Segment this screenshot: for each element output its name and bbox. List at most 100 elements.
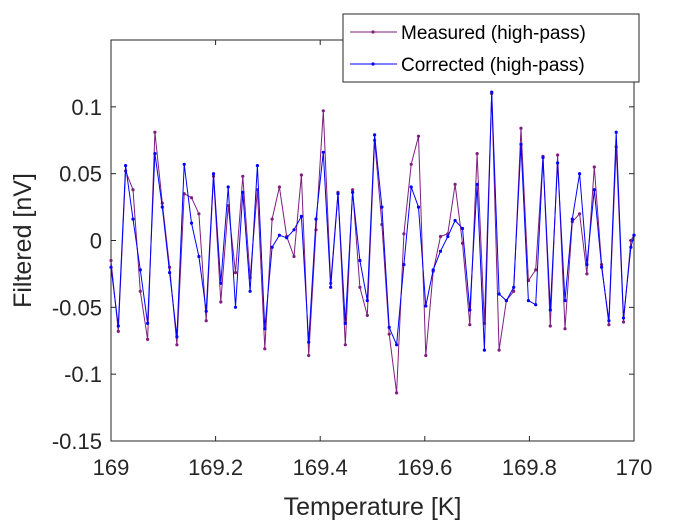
data-point-corrected [380, 205, 384, 209]
data-point-measured [395, 391, 399, 395]
data-point-corrected [621, 316, 626, 320]
plot-frame [110, 39, 635, 442]
data-point-corrected [519, 142, 523, 146]
y-tick-label: -0.05 [52, 295, 102, 320]
data-point-corrected [182, 162, 186, 166]
data-point-measured [592, 165, 596, 169]
legend-box [342, 13, 640, 83]
legend-entry-corrected: Corrected (high-pass) [401, 55, 585, 76]
data-point-corrected [241, 190, 245, 194]
data-point-corrected [307, 340, 311, 344]
data-point-measured [116, 329, 120, 333]
data-point-corrected [600, 265, 604, 269]
data-point-measured [548, 324, 552, 328]
data-point-corrected [255, 164, 259, 168]
data-point-measured [534, 268, 538, 272]
series-line-corrected [110, 91, 635, 351]
data-point-measured [578, 212, 582, 216]
data-point-corrected [578, 172, 582, 176]
data-point-corrected [277, 233, 281, 237]
data-point-corrected [270, 245, 274, 249]
data-point-corrected [109, 265, 113, 269]
data-point-corrected [146, 321, 150, 325]
y-tick-label: 0.05 [59, 162, 102, 187]
data-point-measured [453, 182, 457, 186]
data-point-measured [468, 323, 472, 327]
data-point-corrected [548, 308, 552, 312]
data-point-measured [109, 258, 113, 263]
legend: Measured (high-pass) Corrected (high-pas… [342, 13, 640, 83]
data-point-corrected [138, 268, 142, 272]
data-point-measured [563, 327, 567, 331]
data-point-measured [621, 320, 626, 324]
y-tick-label: 0 [90, 229, 102, 254]
data-point-corrected [490, 90, 494, 94]
data-point-corrected [343, 321, 347, 325]
data-point-corrected [124, 164, 128, 168]
data-point-corrected [189, 221, 194, 225]
data-point-corrected [285, 236, 289, 240]
data-point-corrected [116, 324, 120, 328]
data-point-corrected [233, 305, 238, 309]
data-point-corrected [175, 335, 179, 339]
legend-entry-measured: Measured (high-pass) [401, 23, 586, 44]
data-point-corrected [373, 133, 377, 137]
x-tick-label: 169.8 [502, 455, 557, 480]
x-tick-label: 170 [616, 455, 653, 480]
data-point-corrected [534, 303, 538, 307]
data-point-measured [263, 347, 267, 351]
series-line-measured [110, 93, 635, 394]
data-point-corrected [263, 327, 267, 331]
data-point-corrected [541, 156, 545, 160]
y-tick-label: 0.1 [71, 95, 102, 120]
data-point-measured [146, 337, 150, 341]
axes [110, 39, 635, 442]
data-point-corrected [299, 214, 303, 218]
data-point-corrected [629, 245, 633, 249]
data-point-corrected [556, 161, 560, 165]
data-point-measured [153, 130, 157, 134]
data-point-measured [131, 188, 135, 192]
data-point-measured [402, 232, 406, 236]
data-point-corrected [504, 299, 508, 303]
data-point-corrected [402, 263, 406, 267]
data-point-corrected [219, 281, 223, 285]
data-point-corrected [395, 343, 399, 347]
plot-area [109, 90, 636, 395]
data-point-measured [270, 217, 274, 221]
data-point-corrected [592, 188, 596, 192]
data-point-measured [497, 348, 501, 352]
x-tick-label: 169.4 [293, 455, 348, 480]
data-point-corrected [226, 185, 230, 189]
data-point-measured [138, 289, 142, 293]
data-point-measured [607, 323, 611, 327]
data-point-corrected [314, 217, 318, 221]
data-point-measured [475, 152, 479, 156]
data-point-corrected [211, 172, 216, 176]
data-point-measured [343, 343, 347, 347]
data-point-measured [321, 109, 325, 113]
data-point-measured [292, 254, 296, 259]
data-point-corrected [336, 192, 340, 196]
data-point-measured [219, 300, 223, 304]
data-point-corrected [570, 217, 574, 221]
data-point-measured [365, 313, 369, 317]
y-axis-label: Filtered [nV] [9, 173, 37, 308]
data-point-corrected [416, 205, 421, 209]
data-point-corrected [438, 249, 443, 253]
data-point-corrected [387, 325, 391, 329]
data-point-measured [424, 353, 428, 358]
data-point-corrected [409, 185, 413, 189]
data-point-measured [197, 212, 201, 216]
data-point-corrected [526, 299, 531, 303]
data-point-corrected [153, 152, 157, 156]
data-point-corrected [468, 308, 472, 312]
data-point-measured [299, 173, 303, 177]
data-point-measured [189, 196, 194, 200]
data-point-corrected [585, 263, 589, 267]
x-tick-label: 169.2 [188, 455, 243, 480]
data-point-measured [585, 272, 589, 276]
data-point-measured [387, 332, 391, 336]
data-point-measured [241, 174, 245, 178]
